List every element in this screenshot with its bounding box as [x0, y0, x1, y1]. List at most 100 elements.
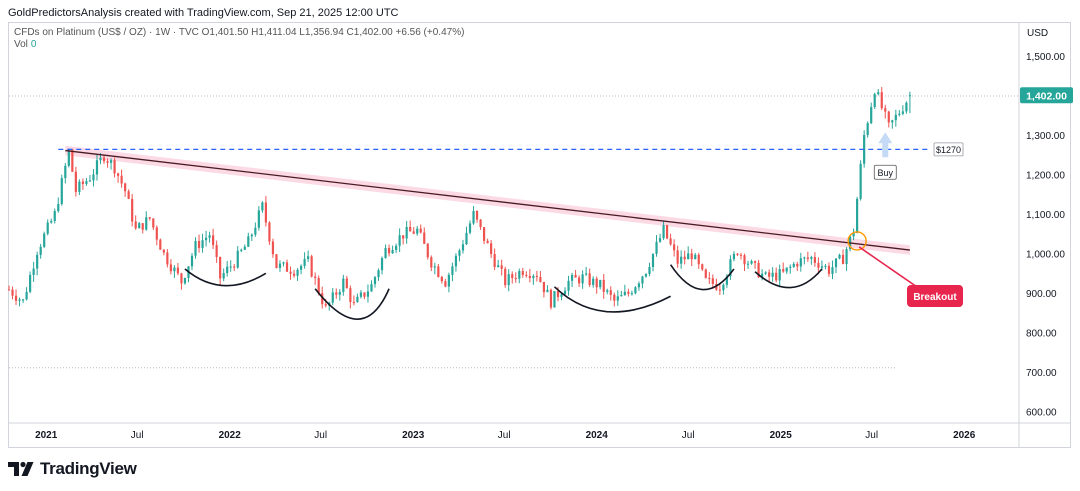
rounded-bottom-arc: [553, 286, 671, 313]
chart-attribution: GoldPredictorsAnalysis created with Trad…: [8, 7, 399, 19]
candle-body: [799, 258, 802, 267]
currency-label[interactable]: USD: [1027, 28, 1049, 39]
candle-body: [827, 265, 831, 274]
candle: [856, 196, 859, 234]
candle-body: [183, 278, 187, 284]
candle-body: [901, 111, 904, 114]
candle: [433, 262, 436, 275]
candle: [88, 175, 92, 183]
candle: [64, 162, 67, 184]
candle: [711, 274, 714, 289]
candle-body: [430, 257, 433, 268]
candle-body: [761, 273, 764, 278]
candle-body: [813, 257, 816, 263]
rounded-bottom-arc: [669, 264, 735, 291]
candle-body: [162, 249, 165, 253]
candle: [831, 260, 834, 280]
candle: [254, 222, 257, 237]
candle: [898, 110, 901, 117]
candle: [278, 260, 282, 272]
candle-body: [739, 254, 743, 256]
y-tick-label: 1,200.00: [1026, 171, 1065, 182]
candle-body: [546, 289, 549, 293]
x-tick-label: 2022: [219, 430, 242, 441]
candle: [676, 245, 679, 268]
candle-body: [416, 228, 419, 234]
candle: [180, 272, 183, 290]
candle: [183, 277, 187, 285]
candle-body: [43, 233, 46, 247]
rounded-bottom-arc: [754, 268, 823, 289]
chart-pane[interactable]: [8, 22, 1071, 448]
candle-body: [486, 240, 489, 244]
candle-body: [838, 254, 841, 259]
candle: [870, 102, 873, 125]
candle-body: [834, 258, 838, 268]
candle-body: [637, 283, 641, 288]
candle: [373, 276, 377, 288]
candle: [243, 244, 246, 250]
candle-body: [451, 266, 454, 275]
candle-body: [67, 149, 70, 166]
candle: [39, 243, 42, 259]
candle: [694, 252, 697, 260]
candle-body: [884, 108, 887, 112]
candle-body: [387, 248, 391, 254]
candle-body: [680, 256, 683, 264]
candle: [497, 259, 500, 268]
candle-body: [810, 257, 813, 259]
breakout-label-box[interactable]: [907, 285, 963, 307]
candle: [838, 253, 841, 260]
candle-body: [310, 256, 313, 277]
candle-body: [482, 227, 486, 241]
candle: [599, 279, 602, 290]
candle-body: [785, 267, 788, 272]
candle: [778, 264, 781, 288]
candle: [124, 182, 127, 197]
candle: [29, 271, 32, 294]
candle: [145, 211, 148, 231]
resistance-trendline[interactable]: [65, 149, 910, 251]
candle-body: [285, 262, 289, 272]
y-tick-label: 1,100.00: [1026, 210, 1065, 221]
brand-name: TradingView: [40, 459, 137, 478]
candle-body: [25, 291, 28, 300]
x-tick-label: Jul: [131, 430, 144, 441]
candle: [637, 281, 641, 291]
candle-body: [377, 270, 380, 278]
candle-body: [321, 293, 324, 305]
candle: [697, 252, 700, 269]
candle-body: [57, 204, 60, 212]
candle: [511, 271, 514, 284]
candle: [690, 248, 693, 267]
candle: [152, 218, 155, 231]
candle: [95, 153, 99, 181]
candle: [750, 259, 753, 265]
candle-body: [409, 227, 412, 232]
x-tick-label: 2021: [35, 430, 58, 441]
candle-body: [208, 235, 211, 238]
candle-body: [363, 292, 366, 297]
candle-body: [109, 160, 113, 163]
candle: [606, 288, 609, 295]
candle: [359, 290, 363, 299]
candle: [366, 284, 370, 303]
candles: [7, 87, 912, 311]
candle: [507, 269, 510, 292]
candle: [384, 244, 387, 259]
candle-body: [39, 246, 42, 255]
candle-body: [278, 263, 282, 268]
candle-body: [134, 221, 137, 229]
candle: [768, 269, 771, 283]
candle: [46, 219, 49, 236]
candle-body: [190, 255, 194, 267]
candle-body: [563, 290, 567, 295]
candle-body: [803, 257, 806, 259]
candle-body: [504, 268, 507, 286]
candle-body: [722, 284, 725, 291]
candle-body: [497, 265, 500, 268]
candle-body: [588, 273, 591, 285]
candle-body: [609, 290, 612, 295]
candle-body: [419, 228, 422, 233]
